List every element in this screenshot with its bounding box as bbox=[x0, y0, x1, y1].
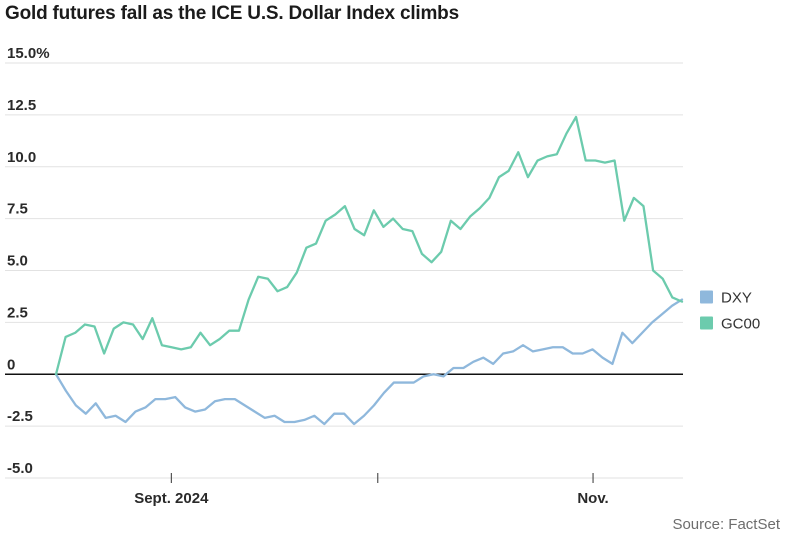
x-tick-label: Sept. 2024 bbox=[134, 490, 209, 507]
y-tick-label: 2.5 bbox=[7, 304, 28, 321]
series-line-gc00 bbox=[54, 115, 684, 376]
source-note: Source: FactSet bbox=[672, 516, 780, 533]
legend-swatch-dxy bbox=[700, 290, 713, 304]
y-tick-label: 10.0 bbox=[7, 149, 36, 166]
chart-title: Gold futures fall as the ICE U.S. Dollar… bbox=[5, 3, 459, 24]
y-tick-label: 15.0% bbox=[7, 45, 50, 62]
series-line-dxy bbox=[54, 298, 684, 426]
legend-swatch-gc00 bbox=[700, 316, 713, 330]
legend-label-dxy: DXY bbox=[721, 289, 752, 306]
legend-label-gc00: GC00 bbox=[721, 315, 760, 332]
y-tick-label: 5.0 bbox=[7, 253, 28, 270]
y-tick-label: -2.5 bbox=[7, 408, 33, 425]
x-tick-label: Nov. bbox=[577, 490, 608, 507]
y-tick-label: -5.0 bbox=[7, 460, 33, 477]
y-tick-label: 7.5 bbox=[7, 201, 28, 218]
y-tick-label: 12.5 bbox=[7, 97, 36, 114]
y-tick-label: 0 bbox=[7, 356, 15, 373]
